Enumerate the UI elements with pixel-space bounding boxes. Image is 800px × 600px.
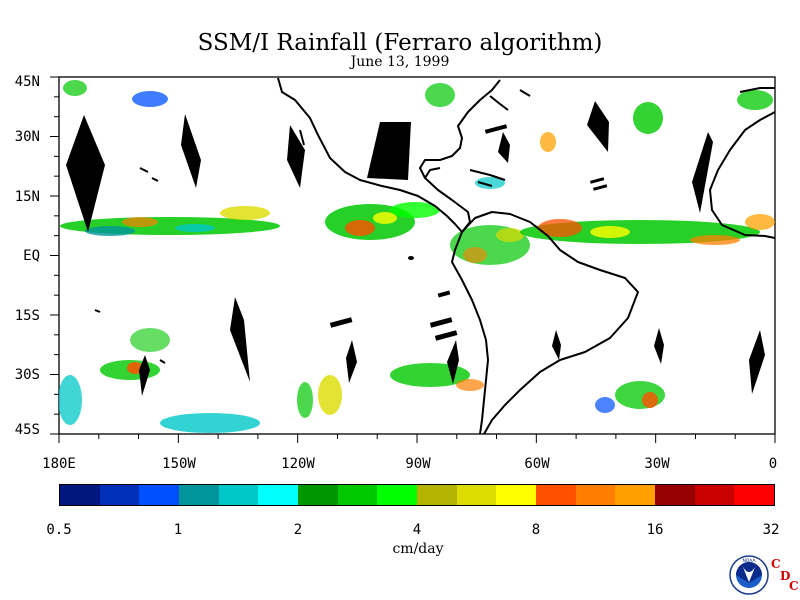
svg-text:NOAA: NOAA [742, 558, 756, 564]
colorbar-segment [377, 485, 418, 505]
date-subtitle: June 13, 1999 [350, 54, 450, 70]
cdc-letter-3: C [789, 579, 799, 593]
lat-label-30s: 30S [14, 367, 40, 383]
lon-label-30w: 30W [644, 456, 670, 472]
north-pacific-rain [132, 91, 168, 107]
colorbar [59, 484, 775, 506]
colorbar-segment [734, 485, 775, 505]
coastlines [94, 77, 775, 434]
lat-label-45n: 45N [14, 74, 40, 90]
colorbar-label-4: 4 [412, 522, 422, 538]
colorbar-segment [694, 485, 735, 505]
lon-label-90w: 90W [405, 456, 431, 472]
colorbar-segment [456, 485, 497, 505]
rain-bands [59, 80, 775, 433]
colorbar-label-16: 16 [646, 522, 664, 538]
noaa-logo-icon: NOAA [729, 555, 769, 595]
africa-coast [709, 111, 775, 239]
colorbar-segment [655, 485, 695, 505]
colorbar-label-1: 1 [173, 522, 183, 538]
colorbar-segment [139, 485, 180, 505]
colorbar-segment [60, 485, 100, 505]
colorbar-label-8: 8 [531, 522, 541, 538]
colorbar-segment [496, 485, 537, 505]
colorbar-segment [417, 485, 457, 505]
lat-label-30n: 30N [14, 129, 40, 145]
lon-label-60w: 60W [524, 456, 550, 472]
colorbar-segment [258, 485, 299, 505]
south-america-coast [461, 211, 639, 434]
lon-label-120w: 120W [281, 456, 315, 472]
colorbar-label-2: 2 [293, 522, 303, 538]
colorbar-segment [575, 485, 616, 505]
colorbar-label-0-5: 0.5 [46, 522, 72, 538]
colorbar-segment [99, 485, 140, 505]
lat-label-45s: 45S [14, 422, 40, 438]
colorbar-units: cm/day [392, 541, 444, 557]
colorbar-segment [179, 485, 219, 505]
north-america-coast [277, 77, 463, 233]
lon-label-150w: 150W [162, 456, 196, 472]
cdc-letter-1: C [771, 557, 781, 571]
colorbar-segment [218, 485, 259, 505]
chart-title: SSM/I Rainfall (Ferraro algorithm) [197, 30, 603, 56]
axis-ticks [50, 76, 776, 443]
lat-label-15s: 15S [14, 308, 40, 324]
colorbar-segment [536, 485, 576, 505]
lat-label-15n: 15N [14, 189, 40, 205]
cdc-letter-2: D [780, 569, 791, 583]
lon-label-0: 0 [768, 456, 778, 472]
missing-data-swaths [66, 101, 765, 396]
colorbar-label-32: 32 [762, 522, 780, 538]
lon-label-180e: 180E [42, 456, 76, 472]
colorbar-segment [615, 485, 656, 505]
colorbar-segment [298, 485, 338, 505]
lat-label-eq: EQ [23, 248, 40, 264]
colorbar-segment [337, 485, 378, 505]
